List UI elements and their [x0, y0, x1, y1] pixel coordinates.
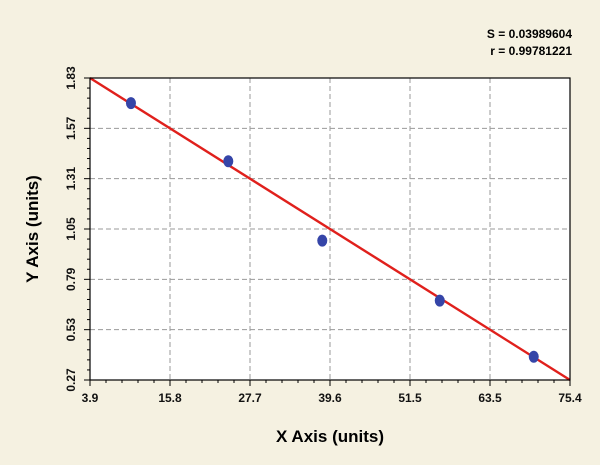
x-tick-label: 51.5	[398, 391, 422, 405]
stat-s-label: S = 0.03989604	[487, 27, 572, 41]
plot-border	[89, 77, 571, 381]
data-points	[125, 97, 539, 363]
data-point	[434, 294, 445, 307]
x-tick-label: 39.6	[318, 391, 342, 405]
y-tick-label: 1.83	[64, 66, 78, 90]
y-tick-label: 0.79	[64, 267, 78, 291]
data-point	[223, 155, 234, 168]
stat-r-label: r = 0.99781221	[490, 44, 572, 58]
y-tick-label: 1.31	[64, 167, 78, 191]
y-tick-label: 0.53	[64, 318, 78, 342]
data-point	[317, 234, 328, 247]
fit-line-layer	[89, 76, 571, 382]
regression-line	[89, 76, 571, 382]
x-tick-label: 75.4	[558, 391, 582, 405]
y-axis-title: Y Axis (units)	[23, 175, 42, 283]
x-tick-label: 27.7	[238, 391, 262, 405]
y-tick-labels: 0.27 0.53 0.79 1.05 1.31 1.57 1.83	[64, 66, 78, 392]
x-tick-label: 63.5	[478, 391, 502, 405]
data-point	[528, 350, 539, 363]
y-tick-label: 1.05	[64, 217, 78, 241]
x-tick-label: 15.8	[158, 391, 182, 405]
y-tick-label: 1.57	[64, 116, 78, 140]
x-tick-labels: 3.9 15.8 27.7 39.6 51.5 63.5 75.4	[82, 391, 582, 405]
x-axis-title: X Axis (units)	[276, 427, 384, 446]
x-tick-label: 3.9	[82, 391, 99, 405]
data-point	[125, 97, 136, 110]
y-tick-label: 0.27	[64, 368, 78, 392]
